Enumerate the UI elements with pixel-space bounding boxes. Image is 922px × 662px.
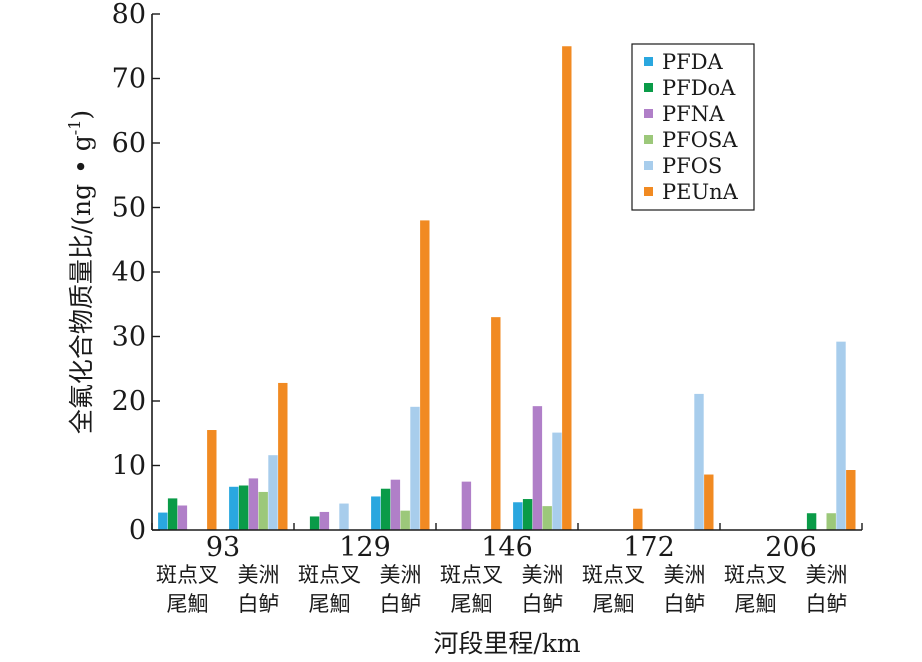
bar-pfda-3: [371, 496, 381, 530]
axes: [151, 14, 862, 531]
bar-pfna-1: [248, 478, 259, 530]
bar-pfos-3: [410, 406, 420, 530]
legend-label-pfdoa: PFDoA: [662, 76, 736, 100]
x-group-label: 146: [481, 532, 533, 563]
legend-label-pfna: PFNA: [662, 102, 725, 126]
x-group-label: 206: [765, 532, 817, 563]
x-species-label: 美洲: [522, 563, 564, 587]
legend-box: [631, 43, 755, 211]
bar-pfdoa-2: [309, 516, 320, 530]
x-species-label: 尾鮰: [735, 592, 777, 616]
x-species-label: 美洲: [806, 563, 848, 587]
x-species-label: 白鲈: [664, 592, 706, 616]
legend-swatch-pfda: [644, 57, 653, 66]
y-tick-label: 20: [112, 386, 146, 417]
bar-pfosa-3: [400, 510, 410, 530]
y-tick-label: 70: [112, 64, 146, 95]
y-tick-label: 80: [112, 0, 146, 30]
y-axis-title: 全氟化合物质量比/(ng • g-1): [65, 110, 96, 434]
y-axis-title-main: 全氟化合物质量比/(ng: [67, 184, 96, 434]
bar-pfda-0: [158, 512, 168, 530]
bar-pfdoa-0: [167, 498, 178, 530]
x-species-label: 斑点叉: [298, 563, 361, 587]
y-axis-title-sup: -1: [65, 120, 84, 136]
x-species-label: 斑点叉: [582, 563, 645, 587]
bar-pfos-7: [694, 393, 704, 530]
legend-swatch-pfdoa: [644, 83, 653, 92]
x-species-label: 美洲: [664, 563, 706, 587]
y-axis-title-unit: g: [67, 135, 96, 151]
bar-pfosa-1: [258, 491, 268, 530]
x-species-label: 白鲈: [238, 592, 280, 616]
legend-swatch-peuna: [644, 187, 653, 196]
x-species-label: 白鲈: [522, 592, 564, 616]
bar-pfos-5: [552, 432, 562, 530]
x-species-label: 斑点叉: [724, 563, 787, 587]
bar-peuna-3: [420, 220, 430, 530]
bar-peuna-6: [633, 508, 643, 530]
x-species-label: 白鲈: [380, 592, 422, 616]
bar-pfosa-9: [826, 513, 836, 530]
y-tick-label: 50: [112, 193, 146, 224]
bar-pfos-9: [836, 341, 846, 530]
y-tick-label: 40: [112, 257, 146, 288]
y-tick-label: 60: [112, 128, 146, 159]
legend-swatch-pfosa: [644, 135, 653, 144]
y-axis-title-dot: •: [67, 151, 96, 182]
x-species-label: 美洲: [238, 563, 280, 587]
plot-area: [158, 46, 856, 531]
x-species-label: 斑点叉: [156, 563, 219, 587]
y-ticks: 0 10 20 30 40 50 60 70 80: [112, 0, 160, 546]
legend-label-pfos: PFOS: [662, 154, 722, 178]
bar-pfdoa-1: [238, 485, 249, 530]
bar-pfda-5: [513, 502, 523, 530]
bar-pfna-5: [532, 406, 543, 530]
bar-pfos-2: [339, 503, 349, 530]
x-groups: 93斑点叉尾鮰美洲白鲈129斑点叉尾鮰美洲白鲈146斑点叉尾鮰美洲白鲈172斑点…: [151, 523, 863, 616]
bar-pfdoa-5: [522, 499, 533, 530]
bar-peuna-9: [846, 470, 856, 530]
x-species-label: 尾鮰: [451, 592, 493, 616]
bar-pfda-1: [229, 486, 239, 530]
bar-peuna-4: [491, 317, 501, 530]
bar-peuna-1: [278, 382, 288, 530]
bar-peuna-7: [704, 474, 714, 530]
x-group-label: 129: [339, 532, 391, 563]
x-species-label: 尾鮰: [167, 592, 209, 616]
bar-peuna-5: [562, 46, 572, 530]
y-axis-title-group: 全氟化合物质量比/(ng • g-1): [65, 110, 96, 434]
y-tick-label: 0: [129, 515, 146, 546]
x-axis-title: 河段里程/km: [433, 629, 581, 658]
bar-pfna-2: [319, 511, 330, 530]
legend-swatch-pfna: [644, 109, 653, 118]
legend-label-pfosa: PFOSA: [662, 128, 738, 152]
x-species-label: 白鲈: [806, 592, 848, 616]
y-tick-label: 10: [112, 451, 146, 482]
legend-label-peuna: PEUnA: [662, 180, 739, 204]
bar-pfna-0: [177, 505, 188, 530]
bar-pfdoa-3: [380, 488, 391, 530]
bar-peuna-0: [207, 430, 217, 530]
bar-pfos-1: [268, 455, 278, 530]
legend-label-pfda: PFDA: [662, 50, 724, 74]
x-species-label: 斑点叉: [440, 563, 503, 587]
bar-pfna-4: [461, 481, 472, 531]
x-group-label: 93: [206, 532, 240, 563]
bar-pfdoa-9: [806, 513, 817, 530]
x-group-label: 172: [623, 532, 675, 563]
x-species-label: 尾鮰: [309, 592, 351, 616]
legend-swatch-pfos: [644, 161, 653, 170]
y-axis-title-end: ): [67, 110, 96, 120]
x-species-label: 美洲: [380, 563, 422, 587]
x-species-label: 尾鮰: [593, 592, 635, 616]
bar-pfosa-5: [542, 506, 552, 530]
y-tick-label: 30: [112, 322, 146, 353]
bar-pfna-3: [390, 479, 401, 530]
